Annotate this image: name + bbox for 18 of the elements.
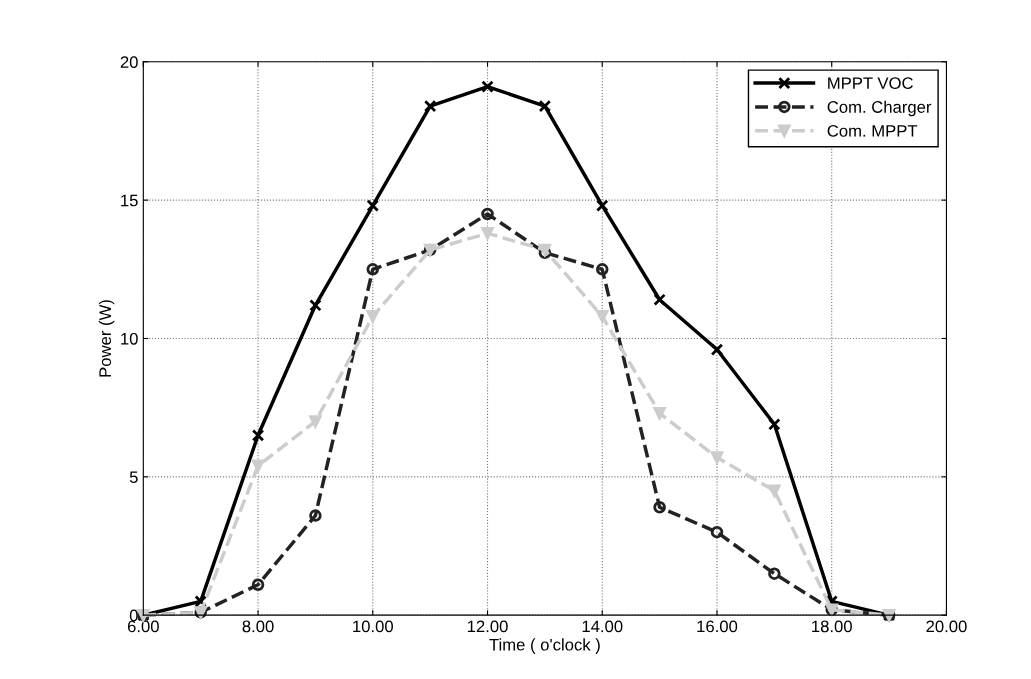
y-tick-label: 0 <box>129 609 138 622</box>
y-tick-label: 10 <box>121 332 138 345</box>
x-tick-label: 6.00 <box>127 620 159 633</box>
y-tick-label: 5 <box>129 471 138 484</box>
legend-label: MPPT VOC <box>828 77 913 90</box>
x-tick-label: 12.00 <box>467 620 508 633</box>
x-tick-label: 10.00 <box>353 620 393 633</box>
legend-label: Com. Charger <box>827 100 932 117</box>
x-tick-label: 18.00 <box>812 620 852 633</box>
x-tick-label: 8.00 <box>242 620 274 633</box>
legend-label: Com. MPPT <box>827 124 918 137</box>
x-tick-label: 14.00 <box>582 620 623 633</box>
x-tick-label: 20.00 <box>926 620 967 633</box>
x-tick-label: 16.00 <box>697 620 738 633</box>
x-axis-title: Time ( o'clock ) <box>489 638 600 654</box>
y-axis-title: Power (W) <box>98 300 115 377</box>
y-tick-label: 20 <box>120 56 138 68</box>
y-tick-label: 15 <box>121 194 138 207</box>
